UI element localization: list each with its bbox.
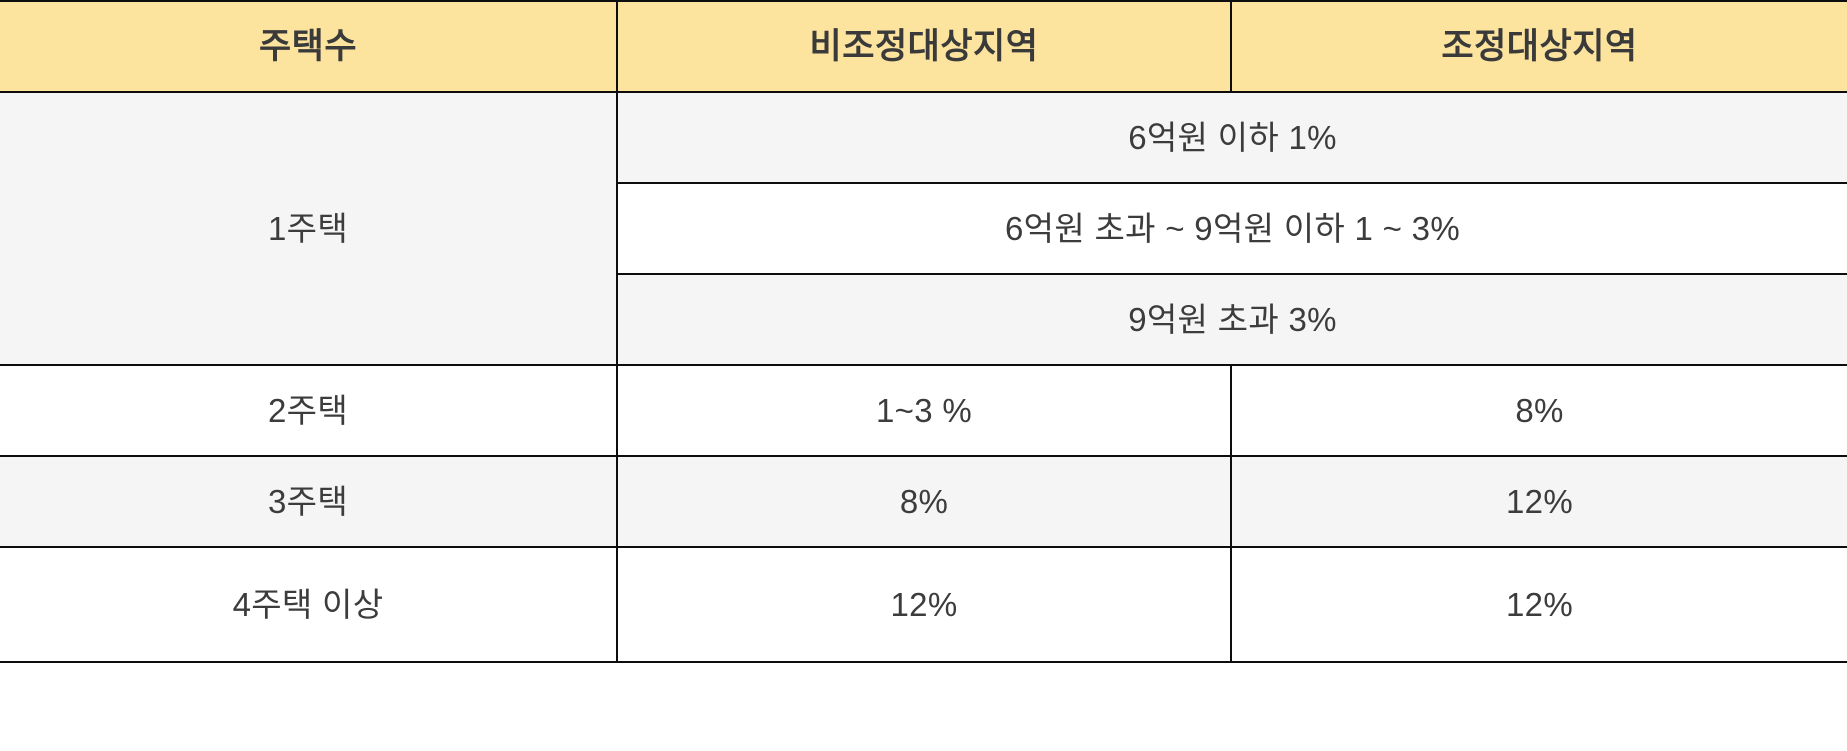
row-category-cell-1: 1주택 (0, 91, 618, 366)
column-header-non-adjusted-area: 비조정대상지역 (616, 0, 1232, 93)
column-header-adjusted-area: 조정대상지역 (1230, 0, 1847, 93)
row-category-label-2: 2주택 (268, 391, 348, 429)
table-row: 9억원 초과 3% (0, 273, 1847, 366)
non-adjusted-value-label-4: 12% (890, 585, 958, 623)
adjusted-value-cell-2: 8% (1230, 364, 1847, 457)
column-header-non-adjusted-area-label: 비조정대상지역 (809, 26, 1039, 66)
merged-value-label-1-1: 6억원 이하 1% (1128, 118, 1337, 156)
adjusted-value-label-2: 8% (1515, 391, 1564, 429)
column-header-adjusted-area-label: 조정대상지역 (1441, 26, 1638, 66)
adjusted-value-label-4: 12% (1506, 585, 1573, 623)
row-category-label-1: 1주택 (268, 209, 348, 247)
merged-value-cell-1-2: 6억원 초과 ~ 9억원 이하 1 ~ 3% (617, 182, 1847, 275)
merged-value-label-1-2: 6억원 초과 ~ 9억원 이하 1 ~ 3% (1005, 209, 1460, 247)
merged-value-cell-1-1: 6억원 이하 1% (616, 91, 1847, 184)
acquisition-tax-rate-table: 주택수 비조정대상지역 조정대상지역 1주택 6억원 이하 1% 6억원 초과 … (0, 0, 1847, 663)
merged-value-cell-1-3: 9억원 초과 3% (617, 273, 1847, 366)
non-adjusted-value-label-3: 8% (899, 482, 949, 520)
table-row: 2주택 1~3 % 8% (0, 364, 1847, 457)
adjusted-value-cell-4: 12% (1230, 546, 1847, 663)
row-category-cell-3: 3주택 (0, 455, 618, 548)
table-row: 4주택 이상 12% 12% (0, 546, 1847, 663)
merged-value-label-1-3: 9억원 초과 3% (1128, 300, 1337, 338)
non-adjusted-value-cell-2: 1~3 % (616, 364, 1232, 457)
table-row: 3주택 8% 12% (0, 455, 1847, 548)
row-category-cell-4: 4주택 이상 (0, 546, 618, 663)
adjusted-value-label-3: 12% (1506, 482, 1573, 520)
row-category-cell-2: 2주택 (0, 364, 618, 457)
non-adjusted-value-cell-3: 8% (616, 455, 1232, 548)
row-category-label-3: 3주택 (268, 482, 348, 520)
non-adjusted-value-label-2: 1~3 % (876, 391, 972, 429)
column-header-house-count: 주택수 (0, 0, 618, 93)
row-category-label-4: 4주택 이상 (232, 585, 384, 623)
table-row: 6억원 초과 ~ 9억원 이하 1 ~ 3% (0, 182, 1847, 275)
non-adjusted-value-cell-4: 12% (616, 546, 1232, 663)
table-header-row: 주택수 비조정대상지역 조정대상지역 (0, 0, 1847, 93)
column-header-house-count-label: 주택수 (258, 26, 358, 66)
table-row: 1주택 6억원 이하 1% (0, 91, 1847, 366)
adjusted-value-cell-3: 12% (1230, 455, 1847, 548)
